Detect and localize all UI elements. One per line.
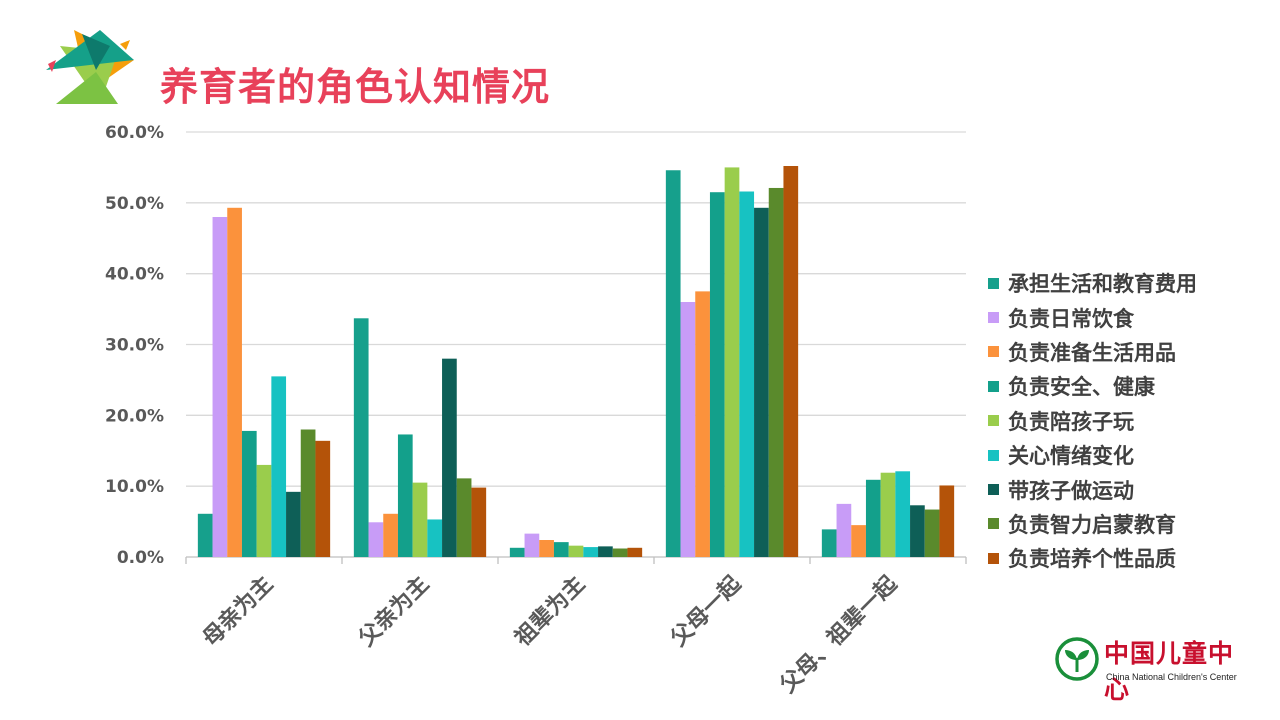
bar [197, 513, 213, 557]
legend-label: 带孩子做运动 [1008, 478, 1134, 503]
page-title: 养育者的角色认知情况 [160, 65, 551, 109]
legend-swatch [988, 449, 999, 461]
x-category-label: 父母、祖辈一起 [776, 571, 903, 698]
bar [539, 540, 554, 557]
bar [665, 170, 681, 557]
bar [256, 464, 272, 557]
bar [821, 529, 837, 557]
bar [509, 547, 525, 557]
legend-item: 关心情绪变化 [988, 438, 1197, 472]
legend-item: 负责陪孩子玩 [988, 404, 1197, 438]
bar [227, 207, 242, 557]
bar [368, 522, 384, 557]
bar [836, 503, 852, 557]
bar [583, 547, 599, 557]
bar [383, 513, 398, 557]
legend-label: 负责陪孩子玩 [1008, 409, 1134, 434]
bar [427, 519, 443, 557]
logo-chinese-text: 中国儿童中心 [1104, 639, 1235, 704]
bar [709, 192, 725, 558]
bar [895, 471, 911, 557]
bar [680, 302, 696, 557]
legend-swatch [988, 552, 999, 564]
chart-legend: 承担生活和教育费用 负责日常饮食负责准备生活用品 负责安全、健康 负责陪孩子玩 关心情绪… [988, 266, 1197, 576]
y-tick-label: 40.0% [105, 265, 164, 285]
bar [286, 491, 301, 557]
y-tick-label: 60.0% [105, 123, 164, 143]
logo-sprout-icon [1055, 637, 1099, 681]
y-tick-label: 20.0% [105, 406, 164, 426]
y-tick-label: 0.0% [117, 548, 164, 568]
bar [315, 440, 331, 557]
x-category-label: 祖辈为主 [510, 572, 590, 652]
x-category-label: 父亲为主 [354, 572, 434, 652]
bar [598, 546, 613, 557]
logo: 中国儿童中心 China National Children's Center [1054, 632, 1254, 704]
bar [471, 487, 487, 557]
bar [397, 434, 413, 557]
legend-item: 承担生活和教育费用 [988, 266, 1197, 300]
bar [695, 291, 710, 557]
y-tick-label: 10.0% [105, 477, 164, 497]
legend-swatch [988, 518, 999, 530]
bar [442, 358, 457, 557]
legend-item: 负责培养个性品质 [988, 541, 1197, 575]
legend-label: 关心情绪变化 [1008, 444, 1134, 469]
legend-label: 承担生活和教育费用 [1008, 272, 1197, 297]
title-decoration-icon [46, 30, 134, 104]
x-category-label: 父母一起 [666, 571, 747, 652]
legend-label: 负责日常饮食 [1008, 306, 1134, 331]
y-tick-label: 50.0% [105, 194, 164, 214]
bar [865, 479, 881, 557]
logo-english-text: China National Children's Center [1106, 672, 1237, 682]
bar [851, 525, 866, 557]
legend-label: 负责准备生活用品 [1008, 340, 1176, 365]
bar [783, 166, 799, 557]
bar [456, 478, 472, 557]
legend-swatch [988, 312, 999, 324]
legend-swatch [988, 484, 999, 496]
x-category-label: 母亲为主 [198, 572, 278, 652]
bar [568, 545, 584, 557]
bar [924, 509, 940, 557]
legend-swatch [988, 415, 999, 427]
bar [739, 191, 755, 557]
legend-item: 负责日常饮食 [988, 300, 1197, 334]
bar [910, 505, 925, 557]
bar [412, 482, 428, 557]
bar [241, 430, 257, 557]
bar [271, 376, 287, 557]
bar [524, 533, 540, 557]
legend-item: 负责安全、健康 [988, 369, 1197, 403]
legend-item: 带孩子做运动 [988, 472, 1197, 506]
bar [880, 472, 896, 557]
bar [353, 318, 369, 557]
legend-item: 负责智力启蒙教育 [988, 507, 1197, 541]
legend-label: 负责培养个性品质 [1008, 547, 1176, 572]
bar [939, 485, 955, 557]
bar [754, 207, 769, 557]
legend-label: 负责安全、健康 [1008, 375, 1155, 400]
y-tick-label: 30.0% [105, 336, 164, 356]
bar [627, 547, 643, 557]
bar [553, 542, 569, 557]
bar [724, 167, 740, 557]
bar [300, 429, 316, 557]
legend-swatch [988, 380, 999, 392]
bar [212, 217, 228, 557]
legend-swatch [988, 277, 999, 289]
legend-swatch [988, 346, 999, 358]
legend-item: 负责准备生活用品 [988, 335, 1197, 369]
legend-label: 负责智力启蒙教育 [1008, 512, 1176, 537]
bar [768, 187, 784, 558]
bar [612, 548, 628, 557]
